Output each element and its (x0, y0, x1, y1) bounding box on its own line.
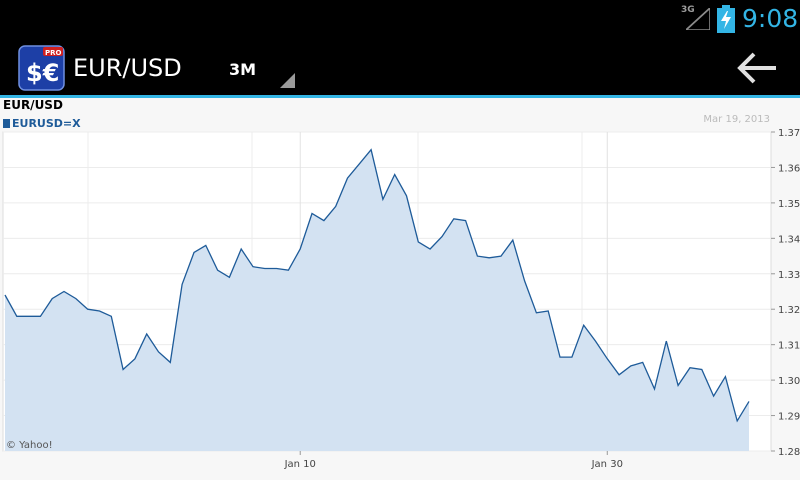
chart-legend: EURUSD=X (3, 113, 81, 130)
series-area (5, 149, 749, 451)
y-tick-label: 1.28 (778, 447, 800, 458)
chart-title: EUR/USD (3, 98, 63, 112)
x-tick-label: Jan 10 (284, 459, 316, 470)
y-tick-label: 1.29 (778, 412, 800, 423)
y-tick-label: 1.34 (778, 234, 800, 245)
y-tick-label: 1.30 (778, 376, 800, 387)
action-bar (0, 38, 800, 95)
y-tick-label: 1.36 (778, 163, 800, 174)
chart-canvas[interactable]: 1.37 1.36 1.35 1.34 1.33 1.32 1.31 1.30 1.29 1.28… (0, 98, 800, 480)
signal-icon (686, 8, 710, 30)
status-clock: 9:08 (742, 4, 799, 33)
range-spinner[interactable]: 3M (222, 48, 298, 90)
x-tick-label: Jan 30 (591, 459, 623, 470)
back-arrow-icon[interactable] (734, 50, 780, 86)
y-tick-label: 1.33 (778, 270, 800, 281)
network-type-label: 3G (681, 5, 695, 15)
app-title: EUR/USD (73, 54, 182, 82)
action-bar-divider (0, 95, 800, 98)
chart-panel[interactable]: 1.37 1.36 1.35 1.34 1.33 1.32 1.31 1.30 1.29 1.28… (0, 98, 800, 480)
currency-exchange-pro-icon[interactable]: $€ PRO (18, 45, 65, 91)
legend-label: EURUSD=X (12, 117, 81, 130)
svg-text:PRO: PRO (45, 49, 62, 57)
battery-charging-icon (717, 5, 735, 33)
svg-text:$€: $€ (26, 59, 59, 87)
range-spinner-value: 3M (229, 60, 257, 79)
y-tick-label: 1.35 (778, 199, 800, 210)
spinner-dropdown-icon (280, 73, 295, 88)
yahoo-attribution: © Yahoo! (6, 440, 53, 451)
y-tick-label: 1.31 (778, 341, 800, 352)
y-tick-label: 1.32 (778, 305, 800, 316)
status-bar: 3G 9:08 (0, 0, 800, 38)
y-tick-label: 1.37 (778, 128, 800, 139)
chart-date-stamp: Mar 19, 2013 (703, 114, 770, 125)
series-line (4, 148, 750, 423)
legend-swatch (3, 119, 10, 128)
